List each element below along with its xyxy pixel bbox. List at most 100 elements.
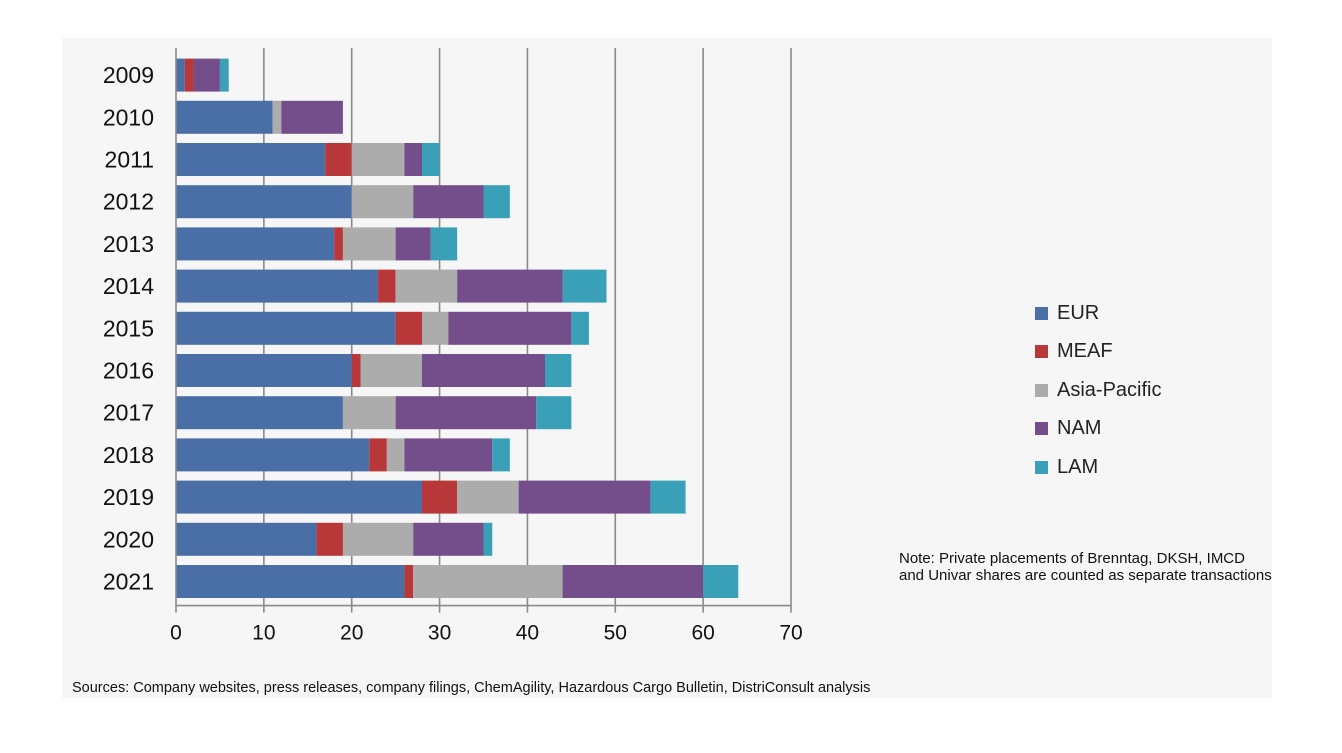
x-tick-label: 0 <box>170 622 182 645</box>
legend-label: LAM <box>1057 455 1099 478</box>
x-tick-label: 40 <box>516 622 539 645</box>
y-tick-label: 2010 <box>103 104 154 130</box>
bar-segment <box>176 311 396 345</box>
legend-swatch <box>1035 345 1048 359</box>
bar-segment <box>518 480 651 514</box>
bar-segment <box>176 480 422 514</box>
x-tick-label: 30 <box>428 622 451 645</box>
y-tick-label: 2020 <box>103 526 154 552</box>
bar-segment <box>430 227 458 261</box>
legend-label: EUR <box>1057 301 1100 324</box>
y-tick-label: 2014 <box>103 273 154 299</box>
note-line-2: and Univar shares are counted as separat… <box>899 567 1272 584</box>
bar-segment <box>342 396 396 430</box>
bar-segment <box>492 438 510 472</box>
x-tick-label: 20 <box>340 622 363 645</box>
bar-segment <box>571 311 589 345</box>
bar-segment <box>422 311 449 345</box>
bar-segment <box>422 480 458 514</box>
bar-segment <box>369 438 387 472</box>
bar-segment <box>351 185 414 219</box>
y-tick-label: 2018 <box>103 442 154 468</box>
x-tick-label: 10 <box>252 622 275 645</box>
legend-swatch <box>1035 460 1048 474</box>
bar-segment <box>562 269 607 303</box>
bar-segment <box>176 565 405 598</box>
bar-segment <box>448 311 572 345</box>
bar-segment <box>316 522 343 556</box>
bar-segment <box>483 185 510 219</box>
bar-segment <box>422 143 440 176</box>
stacked-bar-chart: 2009201020112012201320142015201620172018… <box>103 48 803 645</box>
bar-segment <box>176 185 352 219</box>
chart-panel: 2009 2010 2011 2012 2013 2014 2015 2016 2017 2018… <box>62 38 1272 698</box>
bar-segment <box>184 58 194 92</box>
bar-segment <box>176 227 335 261</box>
bar-segment <box>351 143 405 176</box>
x-tick-label: 50 <box>604 622 627 645</box>
bar-segment <box>176 522 317 556</box>
legend-item: LAM <box>1035 448 1161 487</box>
bar-segment <box>176 354 352 387</box>
legend-swatch <box>1035 422 1048 436</box>
bar-segment <box>325 143 352 176</box>
y-tick-label: 2017 <box>103 400 154 426</box>
bar-segment <box>545 354 572 387</box>
x-tick-label: 70 <box>779 622 802 645</box>
bar-segment <box>219 58 229 92</box>
bar-segment <box>351 354 361 387</box>
bar-segment <box>395 269 458 303</box>
legend-swatch <box>1035 306 1048 320</box>
y-tick-label: 2011 <box>105 147 154 173</box>
bar-segment <box>413 522 484 556</box>
bar-segment <box>404 565 414 598</box>
legend-swatch <box>1035 383 1048 397</box>
bar-segment <box>703 565 739 598</box>
y-tick-label: 2013 <box>103 231 154 257</box>
bar-segment <box>457 269 563 303</box>
bar-segment <box>176 100 273 134</box>
bar-segment <box>334 227 343 261</box>
bar-segment <box>395 396 537 430</box>
bar-segment <box>483 522 493 556</box>
legend-label: NAM <box>1057 417 1102 440</box>
y-tick-label: 2012 <box>103 189 154 215</box>
bar-segment <box>176 143 326 176</box>
legend-label: Asia-Pacific <box>1057 378 1162 401</box>
legend-item: Asia-Pacific <box>1035 371 1161 410</box>
y-tick-label: 2019 <box>103 484 154 510</box>
y-tick-label: 2009 <box>103 62 154 88</box>
bar-segment <box>386 438 405 472</box>
bar-segment <box>342 522 414 556</box>
bar-segment <box>395 227 431 261</box>
bar-segment <box>360 354 422 387</box>
bar-segment <box>176 58 185 92</box>
bar-segment <box>404 143 422 176</box>
legend-item: NAM <box>1035 410 1161 449</box>
bar-segment <box>378 269 396 303</box>
sources-text: Sources: Company websites, press release… <box>72 680 871 696</box>
bar-segment <box>413 565 563 598</box>
bar-segment <box>342 227 396 261</box>
legend: EUR MEAF Asia-Pacific NAM LAM <box>1035 294 1161 487</box>
legend-item: EUR <box>1035 294 1161 333</box>
note-text: Note: Private placements of Brenntag, DK… <box>899 550 1339 584</box>
bar-segment <box>272 100 282 134</box>
y-tick-label: 2021 <box>103 569 154 595</box>
bar-segment <box>281 100 343 134</box>
legend-label: MEAF <box>1057 340 1113 363</box>
bar-segment <box>404 438 493 472</box>
y-tick-label: 2016 <box>103 358 154 384</box>
bar-segment <box>176 396 343 430</box>
bar-segment <box>422 354 545 387</box>
bar-segment <box>536 396 572 430</box>
bar-segment <box>650 480 686 514</box>
bar-segment <box>193 58 220 92</box>
bar-segment <box>413 185 484 219</box>
y-tick-label: 2015 <box>103 315 154 341</box>
bar-segment <box>457 480 519 514</box>
bar-segment <box>562 565 704 598</box>
note-line-1: Note: Private placements of Brenntag, DK… <box>899 550 1245 567</box>
bar-segment <box>176 269 379 303</box>
legend-item: MEAF <box>1035 333 1161 372</box>
